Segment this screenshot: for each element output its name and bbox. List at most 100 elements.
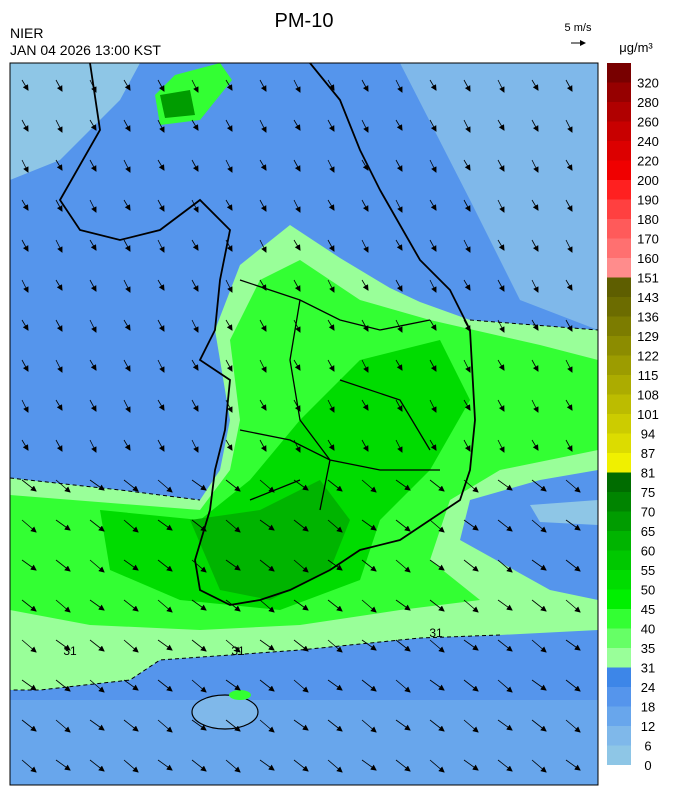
wind-arrow — [531, 319, 539, 331]
wind-arrow — [259, 239, 267, 253]
wind-arrow — [531, 719, 547, 732]
wind-arrow — [293, 119, 301, 131]
wind-arrow — [395, 79, 403, 93]
wind-arrow — [463, 119, 471, 133]
wind-arrow — [565, 79, 573, 92]
wind-arrow — [463, 639, 479, 651]
border — [239, 279, 440, 511]
wind-arrow — [429, 359, 437, 372]
wind-arrow — [123, 479, 139, 492]
wind-arrow — [259, 599, 275, 613]
wind-arrow — [565, 639, 581, 651]
wind-arrow — [327, 559, 343, 571]
wind-arrow — [191, 439, 199, 453]
wind-arrow — [55, 359, 63, 373]
wind-arrow — [21, 319, 29, 331]
wind-arrow — [531, 679, 547, 691]
wind-arrow — [225, 639, 241, 653]
wind-arrow — [429, 239, 437, 252]
wind-arrow — [157, 679, 173, 692]
wind-arrow — [395, 599, 411, 611]
wind-arrow — [531, 119, 539, 132]
colorbar-label: 45 — [641, 602, 655, 617]
colorbar-band — [607, 706, 631, 726]
wind-arrow — [259, 679, 275, 692]
wind-arrow — [395, 719, 411, 731]
wind-arrow — [429, 639, 445, 653]
wind-arrow — [191, 599, 207, 611]
wind-arrow — [293, 519, 309, 532]
low-zone — [10, 700, 598, 785]
wind-arrow — [531, 599, 547, 612]
wind-arrow — [21, 719, 37, 732]
wind-arrow — [225, 199, 233, 211]
wind-arrow — [361, 719, 377, 733]
wind-arrow — [123, 239, 131, 252]
colorbar-label: 6 — [644, 739, 651, 754]
colorbar-label: 75 — [641, 485, 655, 500]
wind-arrow — [293, 599, 309, 611]
colorbar-label: 24 — [641, 680, 655, 695]
wind-arrow — [89, 479, 105, 491]
wind-arrow — [89, 639, 105, 652]
wind-arrow — [463, 759, 479, 771]
wind-arrow — [395, 479, 411, 491]
wind-arrow — [191, 359, 199, 371]
colorbar-band — [607, 63, 631, 83]
colorbar-band — [607, 277, 631, 297]
wind-arrow — [225, 439, 233, 451]
low-zone — [400, 63, 598, 330]
wind-arrow — [21, 599, 37, 612]
wind-arrow — [463, 479, 479, 493]
wind-arrow — [157, 559, 173, 572]
wind-arrow — [361, 399, 369, 411]
wind-arrow — [565, 399, 573, 411]
wind-arrow — [55, 719, 71, 733]
wind-arrow — [395, 559, 411, 573]
colorbar-band — [607, 745, 631, 765]
wind-arrow — [531, 639, 547, 653]
wind-arrow — [21, 239, 29, 252]
colorbar-band — [607, 570, 631, 590]
wind-arrow — [259, 319, 267, 332]
colorbar-label: 180 — [637, 212, 659, 227]
wind-arrow — [395, 279, 403, 292]
colorbar-band — [607, 726, 631, 746]
wind-arrow — [259, 519, 275, 531]
colorbar-band — [607, 648, 631, 668]
colorbar-band — [607, 121, 631, 141]
wind-arrow — [429, 159, 437, 173]
wind-arrow — [463, 319, 471, 332]
colorbar-label: 280 — [637, 95, 659, 110]
wind-arrow — [123, 439, 131, 451]
wind-arrow — [429, 119, 437, 132]
wind-arrow — [361, 79, 369, 92]
wind-arrow — [157, 719, 173, 733]
wind-arrow — [225, 359, 233, 372]
wind-arrow — [429, 279, 437, 293]
wind-arrow — [225, 399, 233, 413]
contour-label: 31 — [429, 626, 443, 640]
wind-arrow — [429, 479, 445, 492]
wind-arrow — [429, 719, 445, 732]
wind-arrow — [123, 399, 131, 413]
wind-arrow — [225, 719, 241, 732]
wind-arrow — [327, 719, 343, 732]
wind-arrow — [259, 719, 275, 733]
wind-arrow — [191, 199, 199, 213]
wind-arrow — [55, 319, 63, 332]
wind-arrow — [157, 479, 173, 493]
colorbar-label: 143 — [637, 290, 659, 305]
colorbar-band — [607, 180, 631, 200]
wind-arrow — [497, 199, 505, 213]
wind-arrow — [327, 519, 343, 533]
wind-arrow — [463, 719, 479, 733]
wind-arrow — [531, 159, 539, 173]
wind-arrow — [497, 399, 505, 412]
map — [10, 63, 598, 785]
wind-arrow — [225, 79, 233, 91]
colorbar-label: 320 — [637, 76, 659, 91]
wind-arrow — [497, 599, 513, 611]
colorbar-label: 129 — [637, 329, 659, 344]
wind-arrow — [361, 119, 369, 133]
